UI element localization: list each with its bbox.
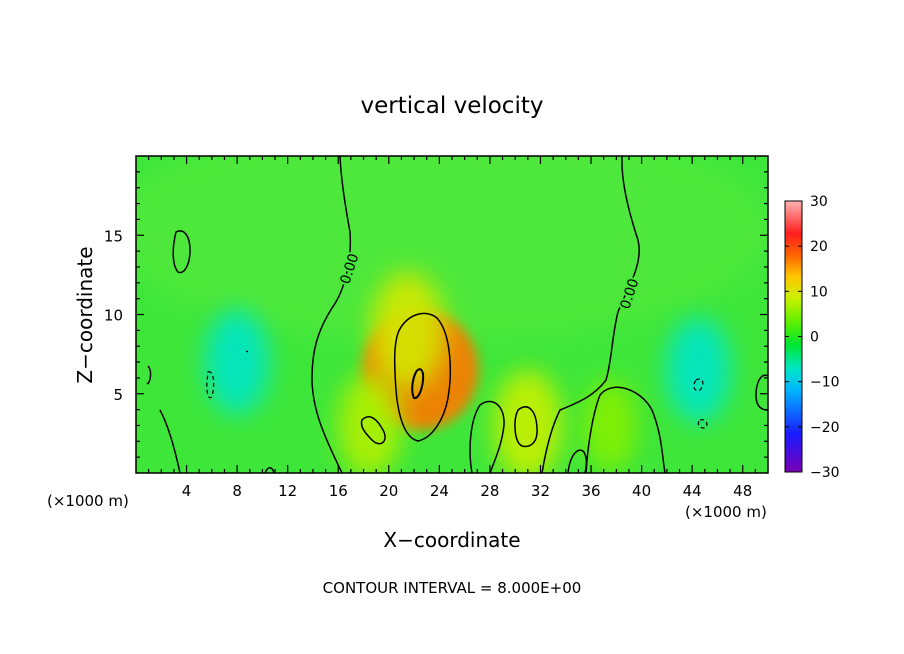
contour-left-edge: [146, 365, 152, 385]
x-tick-label: 24: [430, 482, 449, 500]
negative-contour-right: [693, 378, 704, 391]
zero-contour-right-lobe: [585, 386, 666, 473]
zero-contour-right: [541, 156, 640, 473]
x-tick-label: 4: [182, 482, 192, 500]
colorbar-tick-label: −20: [810, 420, 840, 436]
x-unit-left: (×1000 m): [47, 492, 129, 510]
colorbar-tick-label: 0: [810, 330, 819, 346]
x-unit-right: (×1000 m): [685, 503, 767, 521]
negative-contour-right-low: [697, 419, 708, 429]
velocity-blob-5: [204, 309, 270, 415]
velocity-blob-3: [337, 373, 403, 473]
updraft-contour-inner: [411, 368, 425, 400]
y-tick-label: 5: [113, 386, 123, 404]
velocity-blob-6: [666, 317, 731, 423]
zero-contour-left: [311, 156, 352, 473]
x-tick-label: 48: [733, 482, 752, 500]
contour-left-lobe: [159, 409, 181, 473]
x-tick-label: 20: [379, 482, 398, 500]
x-tick-label: 28: [480, 482, 499, 500]
colorbar-tick-label: −30: [810, 465, 840, 481]
x-tick-label: 36: [581, 482, 600, 500]
x-axis-label: X−coordinate: [383, 528, 520, 552]
contour-interval-text: CONTOUR INTERVAL = 8.000E+00: [323, 579, 582, 597]
velocity-blob-2: [493, 369, 563, 473]
contour-lines: [146, 156, 768, 473]
colorbar-tick-label: −10: [810, 375, 840, 391]
contour-mid-right: [514, 406, 538, 448]
negative-contour-dot: [245, 350, 249, 353]
chart-title: vertical velocity: [361, 93, 544, 119]
x-tick-label: 16: [329, 482, 348, 500]
colorbar-tick-label: 30: [810, 194, 828, 210]
field-background-upper: [136, 156, 768, 340]
contour-right-edge: [755, 374, 768, 411]
x-tick-label: 44: [683, 482, 702, 500]
contour-upper-left: [172, 230, 191, 274]
colorbar-tick-label: 20: [810, 239, 828, 255]
x-tick-label: 8: [232, 482, 242, 500]
updraft-contour-outer: [393, 312, 451, 442]
x-tick-label: 40: [632, 482, 651, 500]
contour-lower-right: [567, 449, 588, 473]
y-tick-label: 15: [104, 227, 123, 245]
x-tick-label: 32: [531, 482, 550, 500]
contour-bottom-left: [264, 467, 275, 473]
contour-mid-left: [360, 416, 386, 445]
y-tick-label: 10: [104, 307, 123, 325]
velocity-blob-1: [370, 271, 446, 390]
contour-center-lobe: [469, 400, 505, 473]
colorbar-tick-label: 10: [810, 284, 828, 300]
x-tick-label: 12: [278, 482, 297, 500]
y-axis-label: Z−coordinate: [73, 246, 97, 383]
velocity-field: [136, 156, 768, 473]
velocity-blob-4: [583, 379, 637, 472]
